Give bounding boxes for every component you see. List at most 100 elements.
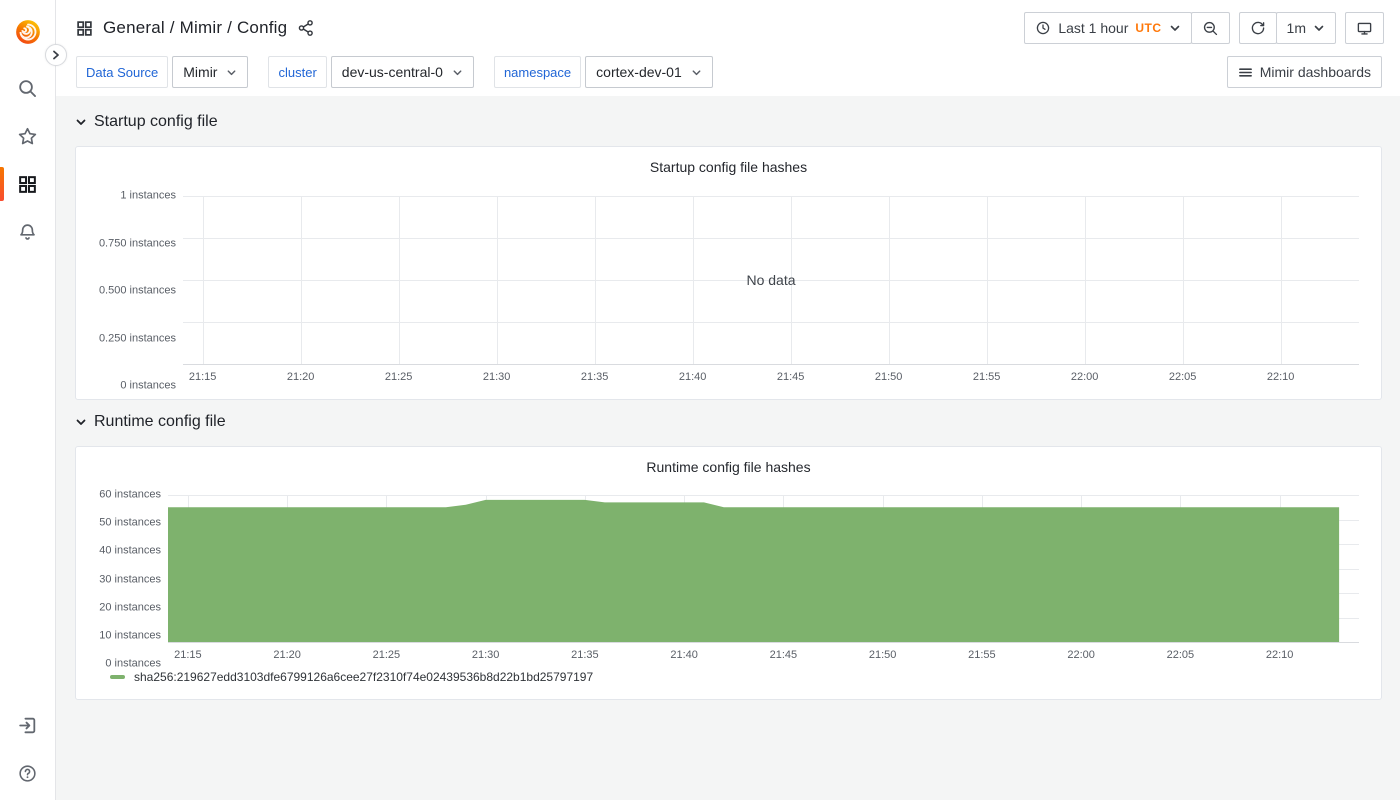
x-tick-label: 21:15 [174,649,202,661]
y-tick-label: 40 instances [99,546,161,557]
x-tick-label: 21:55 [968,649,996,661]
legend-swatch [110,675,125,679]
time-zoom-out-button[interactable] [1191,12,1230,44]
plot-area[interactable]: No data [183,196,1359,364]
mimir-dashboards-button[interactable]: Mimir dashboards [1227,56,1382,88]
chevron-down-icon [226,67,237,78]
x-tick-label: 22:10 [1267,371,1295,383]
dashboard-submenu: Data Source Mimir cluster dev-us-central… [56,56,1400,96]
refresh-button[interactable] [1239,12,1277,44]
x-tick-label: 21:50 [875,371,903,383]
mimir-dashboards-label: Mimir dashboards [1260,64,1371,80]
y-tick-label: 0.750 instances [99,238,176,249]
clock-icon [1035,20,1051,36]
runtime-config-chart: 60 instances50 instances40 instances30 i… [76,495,1381,664]
bell-icon [17,222,38,243]
refresh-icon [1250,20,1266,36]
sign-in-icon [17,715,38,736]
x-tick-label: 21:25 [385,371,413,383]
area-series [168,495,1359,642]
y-tick-label: 0 instances [105,659,161,670]
y-tick-label: 0.250 instances [99,333,176,344]
y-axis-labels: 1 instances0.750 instances0.500 instance… [76,196,183,386]
sidebar-expand-button[interactable] [45,44,67,66]
x-tick-label: 21:30 [483,371,511,383]
y-tick-label: 0.500 instances [99,286,176,297]
dashboard-content: Startup config file Startup config file … [56,96,1400,800]
y-tick-label: 10 instances [99,630,161,641]
chevron-down-icon [1313,22,1325,34]
grafana-logo-icon [13,17,43,47]
sidebar [0,0,56,800]
filter-value-text: cortex-dev-01 [596,64,682,80]
x-tick-label: 21:35 [581,371,609,383]
x-tick-label: 21:30 [472,649,500,661]
filter-value-text: dev-us-central-0 [342,64,443,80]
filter-value-namespace[interactable]: cortex-dev-01 [585,56,713,88]
chevron-down-icon [1169,22,1181,34]
plot-area[interactable] [168,495,1359,642]
y-tick-label: 50 instances [99,518,161,529]
filter-value-data-source[interactable]: Mimir [172,56,248,88]
share-icon[interactable] [297,19,315,37]
section-header-startup-config[interactable]: Startup config file [75,108,1382,136]
sidebar-item-sign-in[interactable] [0,704,56,752]
time-range-label: Last 1 hour [1058,20,1128,36]
y-tick-label: 20 instances [99,602,161,613]
panel-title[interactable]: Startup config file hashes [76,155,1381,179]
panel-title[interactable]: Runtime config file hashes [76,455,1381,479]
x-tick-label: 22:05 [1169,371,1197,383]
y-tick-label: 1 instances [120,191,176,202]
time-range-picker[interactable]: Last 1 hour UTC [1024,12,1191,44]
filter-label-namespace: namespace [494,56,581,88]
help-icon [17,763,38,784]
plot-wrap: 21:1521:2021:2521:3021:3521:4021:4521:50… [168,495,1359,664]
sidebar-item-help[interactable] [0,752,56,800]
filter-value-cluster[interactable]: dev-us-central-0 [331,56,474,88]
sidebar-item-alerting[interactable] [0,208,56,256]
hamburger-icon [1238,65,1253,80]
top-nav: General / Mimir / Config Last 1 hour UTC [56,0,1400,56]
breadcrumb[interactable]: General / Mimir / Config [103,18,287,38]
monitor-icon [1356,20,1373,37]
y-axis-labels: 60 instances50 instances40 instances30 i… [76,495,168,664]
x-tick-label: 21:40 [679,371,707,383]
y-tick-label: 0 instances [120,381,176,392]
startup-config-panel: Startup config file hashes 1 instances0.… [75,146,1382,400]
filter-label-cluster: cluster [268,56,326,88]
startup-config-chart: 1 instances0.750 instances0.500 instance… [76,196,1381,386]
dashboard-title-icon [76,20,93,37]
legend-item[interactable]: sha256:219627edd3103dfe6799126a6cee27f23… [110,664,1381,690]
x-tick-label: 21:25 [373,649,401,661]
chevron-down-icon [691,67,702,78]
main-area: General / Mimir / Config Last 1 hour UTC [56,0,1400,800]
section-title: Runtime config file [94,413,226,431]
no-data-message: No data [183,196,1359,364]
section-header-runtime-config[interactable]: Runtime config file [75,408,1382,436]
y-tick-label: 60 instances [99,490,161,501]
legend-label: sha256:219627edd3103dfe6799126a6cee27f23… [134,670,593,684]
filter-data-source: Data Source Mimir [76,56,248,88]
sidebar-item-starred[interactable] [0,112,56,160]
x-tick-label: 21:15 [189,371,217,383]
x-tick-label: 22:00 [1071,371,1099,383]
refresh-interval-label: 1m [1287,20,1306,36]
x-tick-label: 21:35 [571,649,599,661]
x-tick-label: 21:45 [777,371,805,383]
plot-wrap: No data 21:1521:2021:2521:3021:3521:4021… [183,196,1359,386]
sidebar-item-search[interactable] [0,64,56,112]
refresh-interval-dropdown[interactable]: 1m [1276,12,1336,44]
x-tick-label: 21:40 [670,649,698,661]
zoom-out-icon [1202,20,1219,37]
x-tick-label: 22:10 [1266,649,1294,661]
x-tick-label: 22:00 [1067,649,1095,661]
sidebar-item-dashboards[interactable] [0,160,56,208]
tv-mode-button[interactable] [1345,12,1384,44]
x-axis-labels: 21:15 21:20 21:25 21:30 21:35 21:40 21:45 21:50… [183,364,1359,386]
chevron-right-icon [50,49,62,61]
x-tick-label: 21:20 [287,371,315,383]
dashboards-grid-icon [17,174,38,195]
filter-label-data-source: Data Source [76,56,168,88]
grafana-app: General / Mimir / Config Last 1 hour UTC [0,0,1400,800]
section-title: Startup config file [94,113,218,131]
